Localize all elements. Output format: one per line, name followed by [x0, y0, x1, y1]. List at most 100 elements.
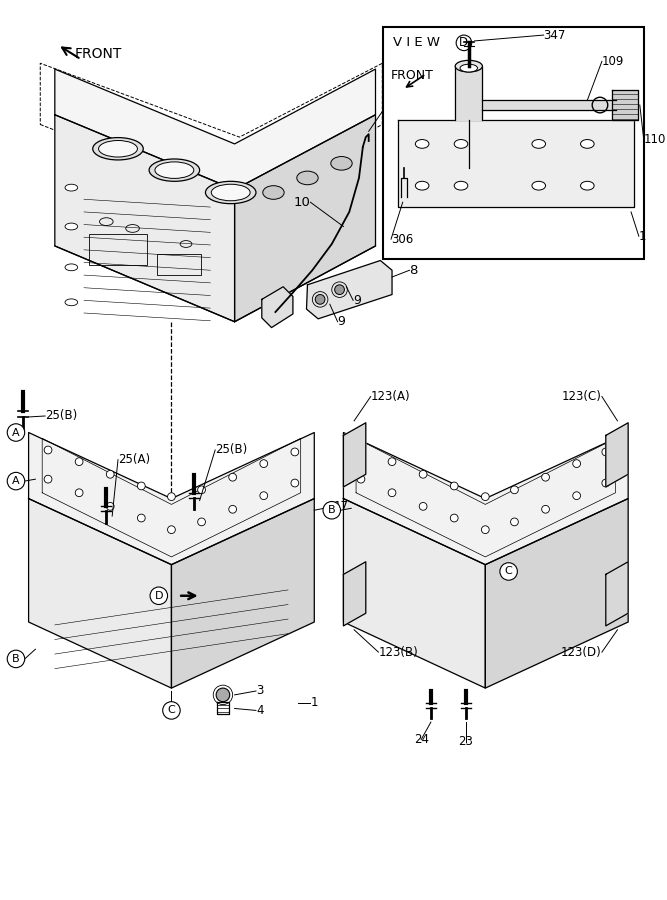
Circle shape	[44, 475, 52, 483]
Polygon shape	[482, 100, 616, 110]
Circle shape	[137, 514, 145, 522]
Polygon shape	[262, 287, 293, 328]
Text: 1: 1	[639, 230, 646, 243]
Text: FRONT: FRONT	[74, 47, 121, 60]
Polygon shape	[29, 433, 314, 564]
Text: 3: 3	[256, 685, 263, 698]
Ellipse shape	[460, 64, 478, 72]
Circle shape	[357, 475, 365, 483]
Text: 123(D): 123(D)	[561, 645, 602, 659]
Ellipse shape	[65, 223, 77, 230]
Circle shape	[510, 518, 518, 526]
Polygon shape	[29, 499, 171, 688]
Text: 123(B): 123(B)	[378, 645, 418, 659]
Circle shape	[573, 491, 580, 500]
Text: 123(C): 123(C)	[562, 390, 602, 403]
Text: C: C	[505, 566, 512, 577]
Ellipse shape	[532, 181, 546, 190]
Circle shape	[357, 446, 365, 454]
Circle shape	[44, 446, 52, 454]
Polygon shape	[344, 433, 628, 564]
Circle shape	[260, 491, 267, 500]
Text: B: B	[12, 654, 20, 664]
Ellipse shape	[532, 140, 546, 148]
Text: D: D	[155, 590, 163, 601]
Ellipse shape	[65, 299, 77, 306]
Circle shape	[137, 482, 145, 490]
Text: 306: 306	[391, 232, 414, 246]
Polygon shape	[606, 423, 628, 487]
Text: A: A	[12, 428, 20, 437]
Polygon shape	[344, 423, 366, 487]
Circle shape	[229, 473, 237, 482]
Bar	[157, 254, 201, 275]
Ellipse shape	[149, 159, 199, 181]
Polygon shape	[455, 67, 482, 120]
Polygon shape	[344, 562, 366, 626]
Ellipse shape	[155, 162, 194, 178]
Circle shape	[323, 501, 341, 519]
Text: C: C	[167, 706, 175, 716]
Text: 4: 4	[256, 704, 263, 717]
Circle shape	[420, 502, 427, 510]
Polygon shape	[235, 115, 376, 321]
Polygon shape	[606, 562, 628, 626]
Circle shape	[388, 458, 396, 465]
Polygon shape	[486, 499, 628, 688]
Text: 9: 9	[353, 294, 361, 307]
Text: 24: 24	[414, 734, 429, 746]
Bar	[384, 27, 644, 258]
Circle shape	[482, 526, 489, 534]
Polygon shape	[171, 499, 314, 688]
Text: 110: 110	[644, 132, 666, 146]
Circle shape	[197, 518, 205, 526]
Polygon shape	[55, 69, 376, 190]
Circle shape	[291, 448, 299, 455]
Circle shape	[216, 688, 229, 702]
Text: 9: 9	[338, 315, 346, 328]
Ellipse shape	[297, 171, 318, 184]
Circle shape	[167, 493, 175, 500]
Circle shape	[542, 473, 550, 482]
Ellipse shape	[263, 185, 284, 199]
Ellipse shape	[416, 181, 429, 190]
Circle shape	[456, 35, 472, 50]
Text: 1: 1	[310, 696, 318, 709]
Circle shape	[229, 506, 237, 513]
Circle shape	[167, 526, 175, 534]
Circle shape	[602, 479, 610, 487]
Circle shape	[510, 486, 518, 494]
Polygon shape	[344, 499, 486, 688]
Circle shape	[163, 702, 180, 719]
Circle shape	[420, 471, 427, 478]
Circle shape	[388, 489, 396, 497]
Circle shape	[500, 562, 518, 580]
Ellipse shape	[580, 181, 594, 190]
Polygon shape	[55, 115, 235, 321]
Circle shape	[150, 587, 167, 605]
Ellipse shape	[93, 138, 143, 160]
Text: A: A	[12, 476, 20, 486]
Circle shape	[106, 502, 114, 510]
Polygon shape	[307, 260, 392, 319]
Circle shape	[450, 482, 458, 490]
Ellipse shape	[454, 140, 468, 148]
Text: 347: 347	[544, 29, 566, 41]
Circle shape	[260, 460, 267, 467]
Text: B: B	[328, 505, 336, 515]
Text: V I E W: V I E W	[393, 36, 440, 50]
Circle shape	[197, 486, 205, 494]
Polygon shape	[398, 120, 634, 207]
Circle shape	[315, 294, 325, 304]
Text: 25(B): 25(B)	[215, 444, 247, 456]
Circle shape	[7, 424, 25, 441]
Text: 25(A): 25(A)	[118, 454, 150, 466]
Text: 8: 8	[410, 264, 418, 276]
Ellipse shape	[331, 157, 352, 170]
Circle shape	[7, 472, 25, 490]
Polygon shape	[612, 91, 638, 120]
Ellipse shape	[205, 181, 256, 203]
Ellipse shape	[454, 181, 468, 190]
Ellipse shape	[455, 60, 482, 72]
Text: 23: 23	[458, 735, 474, 748]
